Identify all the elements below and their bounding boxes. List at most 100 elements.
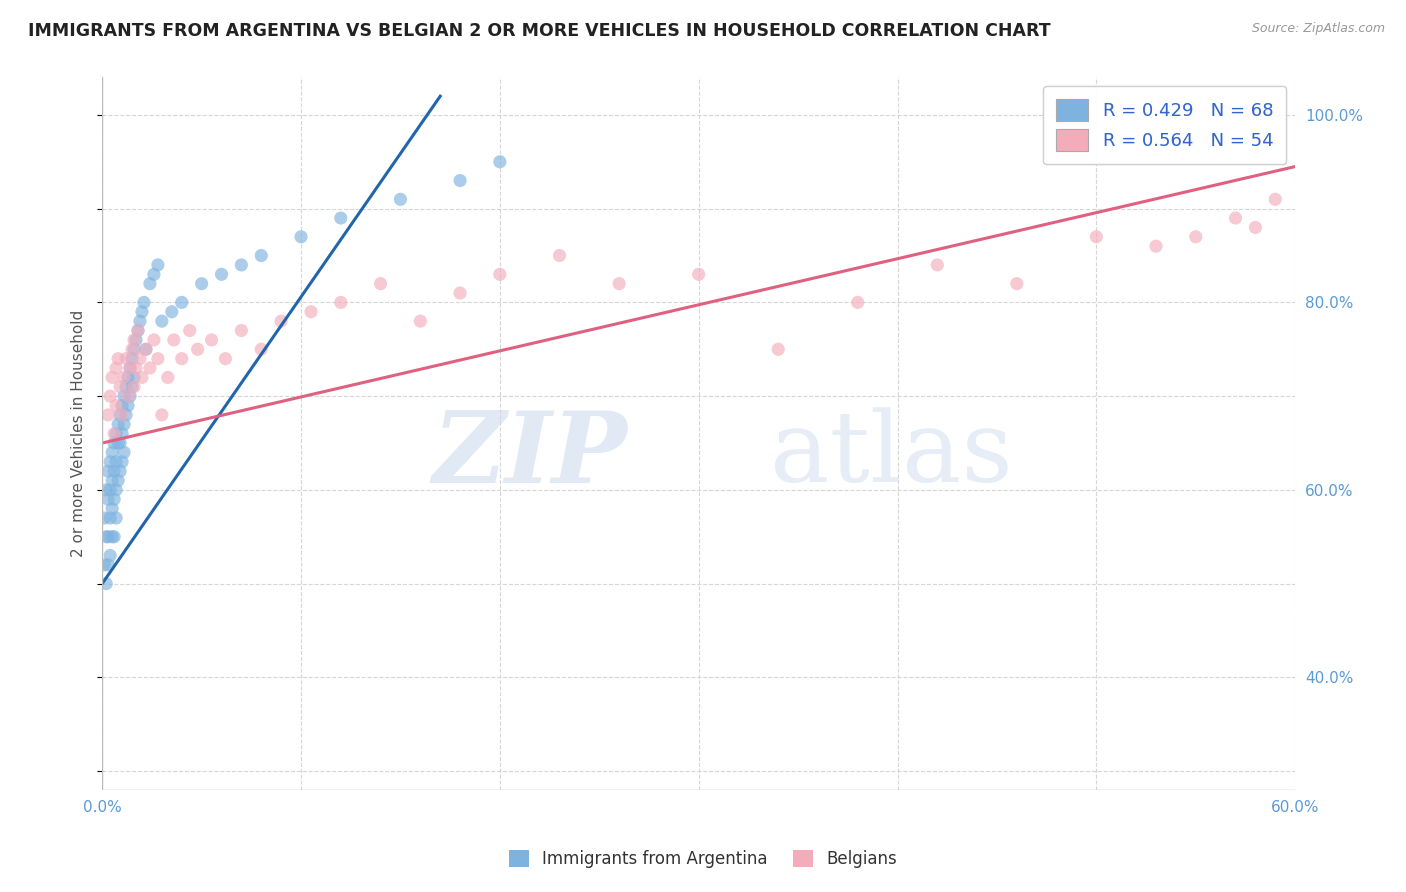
Point bbox=[111, 408, 134, 422]
Point bbox=[111, 426, 134, 441]
Point bbox=[122, 333, 145, 347]
Point bbox=[139, 361, 162, 376]
Point bbox=[1005, 277, 1028, 291]
Point bbox=[139, 277, 162, 291]
Point bbox=[105, 511, 128, 525]
Point bbox=[97, 492, 120, 507]
Point bbox=[187, 343, 209, 357]
Point bbox=[163, 333, 186, 347]
Point bbox=[101, 474, 124, 488]
Point bbox=[122, 343, 145, 357]
Point bbox=[1184, 229, 1206, 244]
Point bbox=[449, 173, 471, 187]
Point bbox=[489, 267, 512, 281]
Point bbox=[250, 343, 273, 357]
Point bbox=[122, 380, 145, 394]
Point bbox=[129, 351, 152, 366]
Text: ZIP: ZIP bbox=[432, 407, 627, 503]
Point bbox=[98, 455, 121, 469]
Point bbox=[170, 351, 193, 366]
Point bbox=[111, 455, 134, 469]
Point bbox=[107, 474, 129, 488]
Point bbox=[112, 445, 135, 459]
Point bbox=[105, 455, 128, 469]
Point bbox=[449, 286, 471, 301]
Point bbox=[105, 399, 128, 413]
Point bbox=[108, 464, 131, 478]
Point bbox=[98, 389, 121, 403]
Point bbox=[103, 464, 125, 478]
Point bbox=[103, 530, 125, 544]
Point bbox=[101, 370, 124, 384]
Point bbox=[179, 324, 201, 338]
Point bbox=[115, 408, 138, 422]
Point bbox=[105, 483, 128, 497]
Point bbox=[142, 267, 165, 281]
Point bbox=[250, 248, 273, 262]
Point bbox=[93, 511, 115, 525]
Point bbox=[927, 258, 949, 272]
Point bbox=[108, 408, 131, 422]
Point bbox=[231, 324, 253, 338]
Point bbox=[607, 277, 630, 291]
Text: IMMIGRANTS FROM ARGENTINA VS BELGIAN 2 OR MORE VEHICLES IN HOUSEHOLD CORRELATION: IMMIGRANTS FROM ARGENTINA VS BELGIAN 2 O… bbox=[28, 22, 1050, 40]
Point bbox=[96, 483, 118, 497]
Point bbox=[231, 258, 253, 272]
Point bbox=[1244, 220, 1267, 235]
Point bbox=[121, 343, 143, 357]
Point bbox=[97, 464, 120, 478]
Point bbox=[107, 417, 129, 432]
Point bbox=[118, 389, 141, 403]
Point bbox=[96, 530, 118, 544]
Point bbox=[97, 530, 120, 544]
Point bbox=[160, 305, 183, 319]
Point bbox=[146, 351, 169, 366]
Point bbox=[103, 492, 125, 507]
Point bbox=[135, 343, 157, 357]
Point bbox=[97, 558, 120, 572]
Text: Source: ZipAtlas.com: Source: ZipAtlas.com bbox=[1251, 22, 1385, 36]
Point bbox=[105, 361, 128, 376]
Text: atlas: atlas bbox=[770, 407, 1012, 503]
Point bbox=[107, 351, 129, 366]
Point bbox=[117, 389, 139, 403]
Point bbox=[142, 333, 165, 347]
Point bbox=[1085, 229, 1108, 244]
Point bbox=[131, 370, 153, 384]
Point bbox=[548, 248, 571, 262]
Point bbox=[112, 417, 135, 432]
Point bbox=[127, 324, 149, 338]
Point bbox=[489, 154, 512, 169]
Point bbox=[122, 370, 145, 384]
Point bbox=[1225, 211, 1247, 225]
Point bbox=[125, 333, 148, 347]
Point bbox=[329, 295, 352, 310]
Point bbox=[214, 351, 236, 366]
Point bbox=[101, 501, 124, 516]
Y-axis label: 2 or more Vehicles in Household: 2 or more Vehicles in Household bbox=[72, 310, 86, 558]
Point bbox=[112, 370, 135, 384]
Point bbox=[118, 361, 141, 376]
Point bbox=[1264, 192, 1286, 206]
Point bbox=[146, 258, 169, 272]
Point bbox=[115, 380, 138, 394]
Point bbox=[170, 295, 193, 310]
Point bbox=[98, 511, 121, 525]
Point bbox=[121, 380, 143, 394]
Point bbox=[200, 333, 222, 347]
Point bbox=[1144, 239, 1167, 253]
Point bbox=[132, 295, 155, 310]
Point bbox=[117, 370, 139, 384]
Legend: Immigrants from Argentina, Belgians: Immigrants from Argentina, Belgians bbox=[502, 843, 904, 875]
Point bbox=[688, 267, 710, 281]
Point bbox=[111, 399, 134, 413]
Point bbox=[370, 277, 392, 291]
Point bbox=[299, 305, 322, 319]
Point bbox=[118, 361, 141, 376]
Point bbox=[190, 277, 212, 291]
Point bbox=[270, 314, 292, 328]
Point bbox=[115, 351, 138, 366]
Point bbox=[131, 305, 153, 319]
Point bbox=[105, 426, 128, 441]
Point bbox=[290, 229, 312, 244]
